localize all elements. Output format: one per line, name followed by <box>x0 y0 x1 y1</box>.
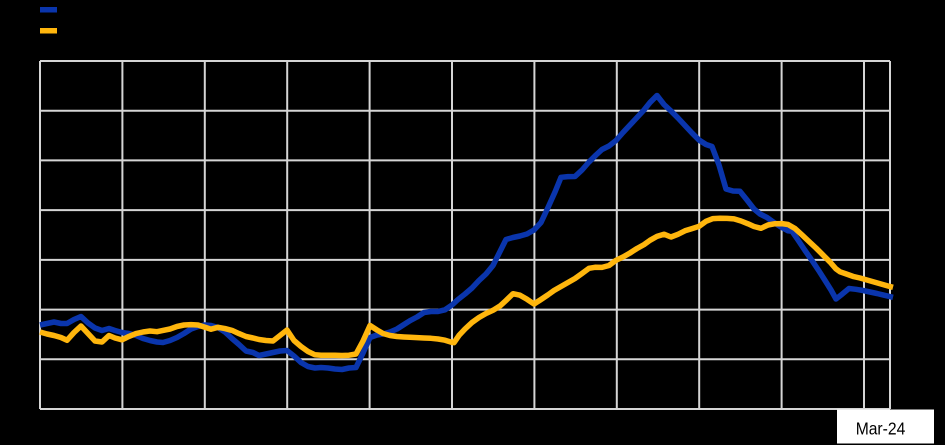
svg-text:Mar-24: Mar-24 <box>856 419 906 439</box>
